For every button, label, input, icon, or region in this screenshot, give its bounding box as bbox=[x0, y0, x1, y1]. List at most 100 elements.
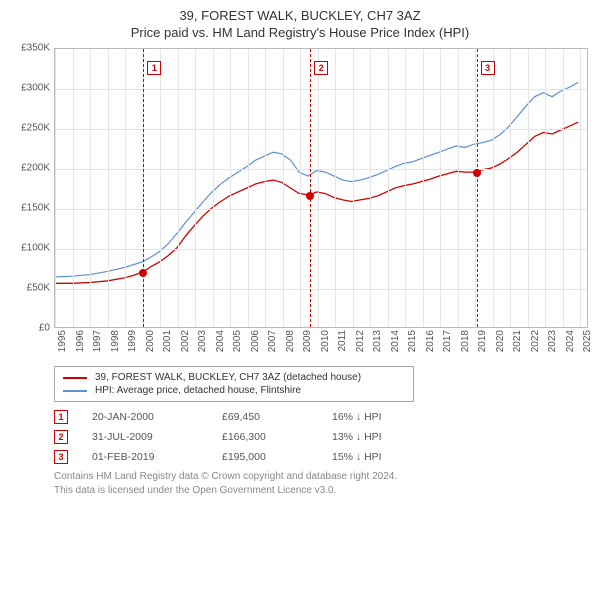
x-tick-label: 2018 bbox=[460, 330, 471, 352]
series-line-hpi bbox=[55, 82, 578, 277]
x-tick-label: 2000 bbox=[145, 330, 156, 352]
gridline-vertical bbox=[108, 49, 109, 327]
x-tick-label: 2021 bbox=[512, 330, 523, 352]
x-tick-label: 1998 bbox=[110, 330, 121, 352]
gridline-vertical bbox=[580, 49, 581, 327]
event-price: £69,450 bbox=[222, 411, 332, 423]
gridline-vertical bbox=[125, 49, 126, 327]
gridline-vertical bbox=[440, 49, 441, 327]
event-price: £195,000 bbox=[222, 451, 332, 463]
y-axis: £0£50K£100K£150K£200K£250K£300K£350K bbox=[12, 48, 54, 328]
x-tick-label: 2022 bbox=[530, 330, 541, 352]
event-row: 2 31-JUL-2009£166,30013% ↓ HPI bbox=[54, 430, 588, 444]
gridline-vertical bbox=[90, 49, 91, 327]
gridline-horizontal bbox=[55, 169, 587, 170]
x-tick-label: 1999 bbox=[127, 330, 138, 352]
event-price: £166,300 bbox=[222, 431, 332, 443]
attribution-footer: Contains HM Land Registry data © Crown c… bbox=[54, 470, 588, 497]
footer-line-2: This data is licensed under the Open Gov… bbox=[54, 484, 588, 498]
event-date: 31-JUL-2009 bbox=[92, 431, 222, 443]
event-diff: 15% ↓ HPI bbox=[332, 451, 382, 463]
x-tick-label: 2003 bbox=[197, 330, 208, 352]
x-tick-label: 2017 bbox=[442, 330, 453, 352]
event-row: 1 20-JAN-2000£69,45016% ↓ HPI bbox=[54, 410, 588, 424]
event-row: 3 01-FEB-2019£195,00015% ↓ HPI bbox=[54, 450, 588, 464]
y-tick-label: £350K bbox=[21, 43, 50, 54]
plot-area: 123 bbox=[54, 48, 588, 328]
legend-row: 39, FOREST WALK, BUCKLEY, CH7 3AZ (detac… bbox=[63, 371, 405, 384]
gridline-vertical bbox=[55, 49, 56, 327]
gridline-vertical bbox=[563, 49, 564, 327]
x-tick-label: 2011 bbox=[337, 330, 348, 352]
x-tick-label: 1997 bbox=[92, 330, 103, 352]
chart-subtitle: Price paid vs. HM Land Registry's House … bbox=[12, 25, 588, 40]
event-marker-dot bbox=[306, 192, 314, 200]
event-marker-line bbox=[477, 49, 478, 327]
y-tick-label: £100K bbox=[21, 243, 50, 254]
gridline-vertical bbox=[423, 49, 424, 327]
x-tick-label: 2002 bbox=[180, 330, 191, 352]
series-line-property bbox=[55, 122, 578, 283]
gridline-vertical bbox=[230, 49, 231, 327]
x-tick-label: 2015 bbox=[407, 330, 418, 352]
x-tick-label: 2010 bbox=[320, 330, 331, 352]
x-tick-label: 2023 bbox=[547, 330, 558, 352]
event-marker-box: 1 bbox=[147, 61, 161, 75]
gridline-vertical bbox=[73, 49, 74, 327]
gridline-horizontal bbox=[55, 89, 587, 90]
gridline-vertical bbox=[248, 49, 249, 327]
gridline-vertical bbox=[458, 49, 459, 327]
gridline-vertical bbox=[335, 49, 336, 327]
event-marker-line bbox=[143, 49, 144, 327]
legend: 39, FOREST WALK, BUCKLEY, CH7 3AZ (detac… bbox=[54, 366, 414, 402]
y-tick-label: £200K bbox=[21, 163, 50, 174]
legend-row: HPI: Average price, detached house, Flin… bbox=[63, 384, 405, 397]
x-tick-label: 2024 bbox=[565, 330, 576, 352]
event-number-box: 1 bbox=[54, 410, 68, 424]
x-tick-label: 2016 bbox=[425, 330, 436, 352]
chart-container: 39, FOREST WALK, BUCKLEY, CH7 3AZ Price … bbox=[0, 0, 600, 505]
title-block: 39, FOREST WALK, BUCKLEY, CH7 3AZ Price … bbox=[12, 8, 588, 40]
gridline-vertical bbox=[178, 49, 179, 327]
x-tick-label: 2007 bbox=[267, 330, 278, 352]
gridline-vertical bbox=[405, 49, 406, 327]
x-tick-label: 2004 bbox=[215, 330, 226, 352]
x-tick-label: 2001 bbox=[162, 330, 173, 352]
gridline-horizontal bbox=[55, 249, 587, 250]
x-tick-label: 2020 bbox=[495, 330, 506, 352]
x-tick-label: 2005 bbox=[232, 330, 243, 352]
x-tick-label: 1995 bbox=[57, 330, 68, 352]
gridline-vertical bbox=[213, 49, 214, 327]
event-table: 1 20-JAN-2000£69,45016% ↓ HPI 2 31-JUL-2009… bbox=[54, 410, 588, 464]
event-number-box: 2 bbox=[54, 430, 68, 444]
chart-lines bbox=[55, 49, 587, 327]
event-marker-dot bbox=[473, 169, 481, 177]
gridline-vertical bbox=[528, 49, 529, 327]
event-marker-line bbox=[310, 49, 311, 327]
y-tick-label: £250K bbox=[21, 123, 50, 134]
event-marker-box: 3 bbox=[481, 61, 495, 75]
x-tick-label: 2006 bbox=[250, 330, 261, 352]
legend-label: HPI: Average price, detached house, Flin… bbox=[95, 385, 301, 396]
gridline-horizontal bbox=[55, 289, 587, 290]
legend-swatch bbox=[63, 390, 87, 392]
event-diff: 16% ↓ HPI bbox=[332, 411, 382, 423]
event-diff: 13% ↓ HPI bbox=[332, 431, 382, 443]
x-tick-label: 1996 bbox=[75, 330, 86, 352]
x-axis: 1995 1996 1997 1998 1999 2000 2001 2002 2003 2004… bbox=[54, 330, 588, 358]
chart-area: £0£50K£100K£150K£200K£250K£300K£350K 123… bbox=[12, 48, 588, 358]
event-date: 20-JAN-2000 bbox=[92, 411, 222, 423]
x-tick-label: 2025 bbox=[582, 330, 593, 352]
y-tick-label: £150K bbox=[21, 203, 50, 214]
y-tick-label: £50K bbox=[27, 283, 50, 294]
event-number-box: 3 bbox=[54, 450, 68, 464]
gridline-vertical bbox=[493, 49, 494, 327]
gridline-vertical bbox=[370, 49, 371, 327]
chart-title-address: 39, FOREST WALK, BUCKLEY, CH7 3AZ bbox=[12, 8, 588, 23]
event-date: 01-FEB-2019 bbox=[92, 451, 222, 463]
gridline-vertical bbox=[195, 49, 196, 327]
gridline-vertical bbox=[388, 49, 389, 327]
event-marker-dot bbox=[139, 269, 147, 277]
x-tick-label: 2012 bbox=[355, 330, 366, 352]
x-tick-label: 2009 bbox=[302, 330, 313, 352]
